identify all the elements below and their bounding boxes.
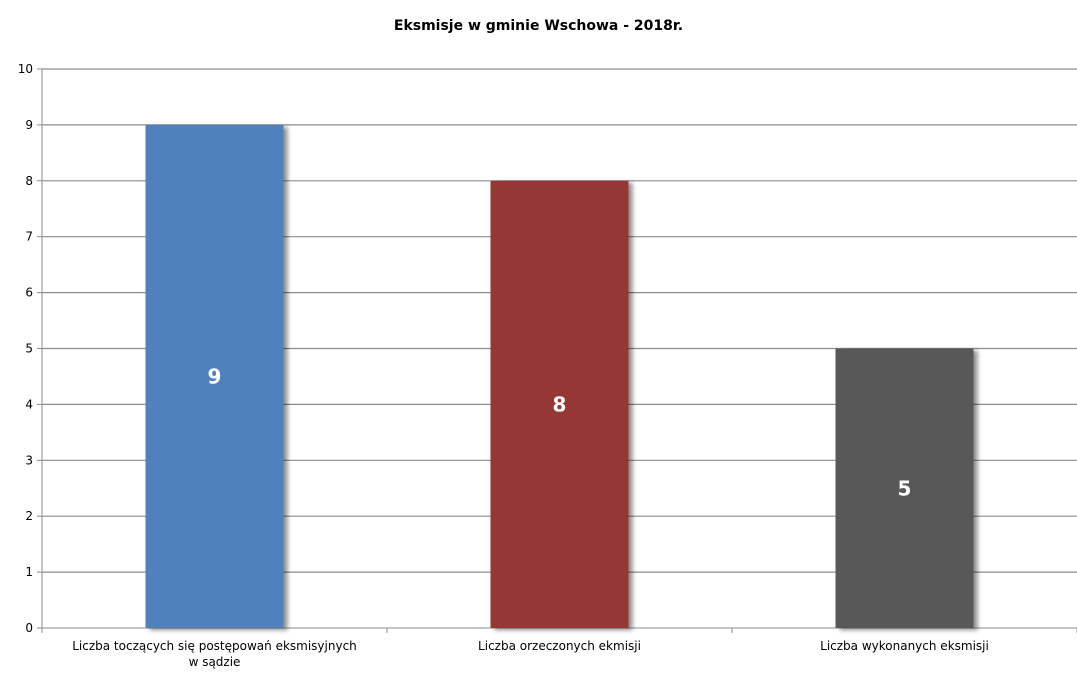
y-tick-label: 2 <box>25 509 33 523</box>
bar <box>145 124 284 629</box>
data-label: 9 <box>208 364 222 388</box>
y-tick-label: 3 <box>25 453 33 467</box>
data-label: 5 <box>898 476 912 500</box>
bar <box>490 180 629 629</box>
x-tick-label: Liczba toczących się postępowań eksmisyj… <box>72 639 357 669</box>
chart-title: Eksmisje w gminie Wschowa - 2018r. <box>393 18 684 34</box>
y-tick-label: 4 <box>25 397 33 411</box>
x-tick-label: Liczba wykonanych eksmisji <box>820 639 989 653</box>
data-label: 8 <box>553 392 567 416</box>
y-tick-label: 5 <box>25 342 33 356</box>
y-tick-label: 6 <box>25 286 33 300</box>
y-tick-label: 0 <box>25 621 33 635</box>
y-tick-label: 7 <box>25 230 33 244</box>
x-tick-label: Liczba orzeczonych ekmisji <box>478 639 641 653</box>
y-tick-label: 9 <box>25 118 33 132</box>
y-tick-label: 8 <box>25 174 33 188</box>
y-tick-label: 1 <box>25 565 33 579</box>
bar <box>835 348 974 628</box>
y-tick-label: 10 <box>18 62 33 76</box>
